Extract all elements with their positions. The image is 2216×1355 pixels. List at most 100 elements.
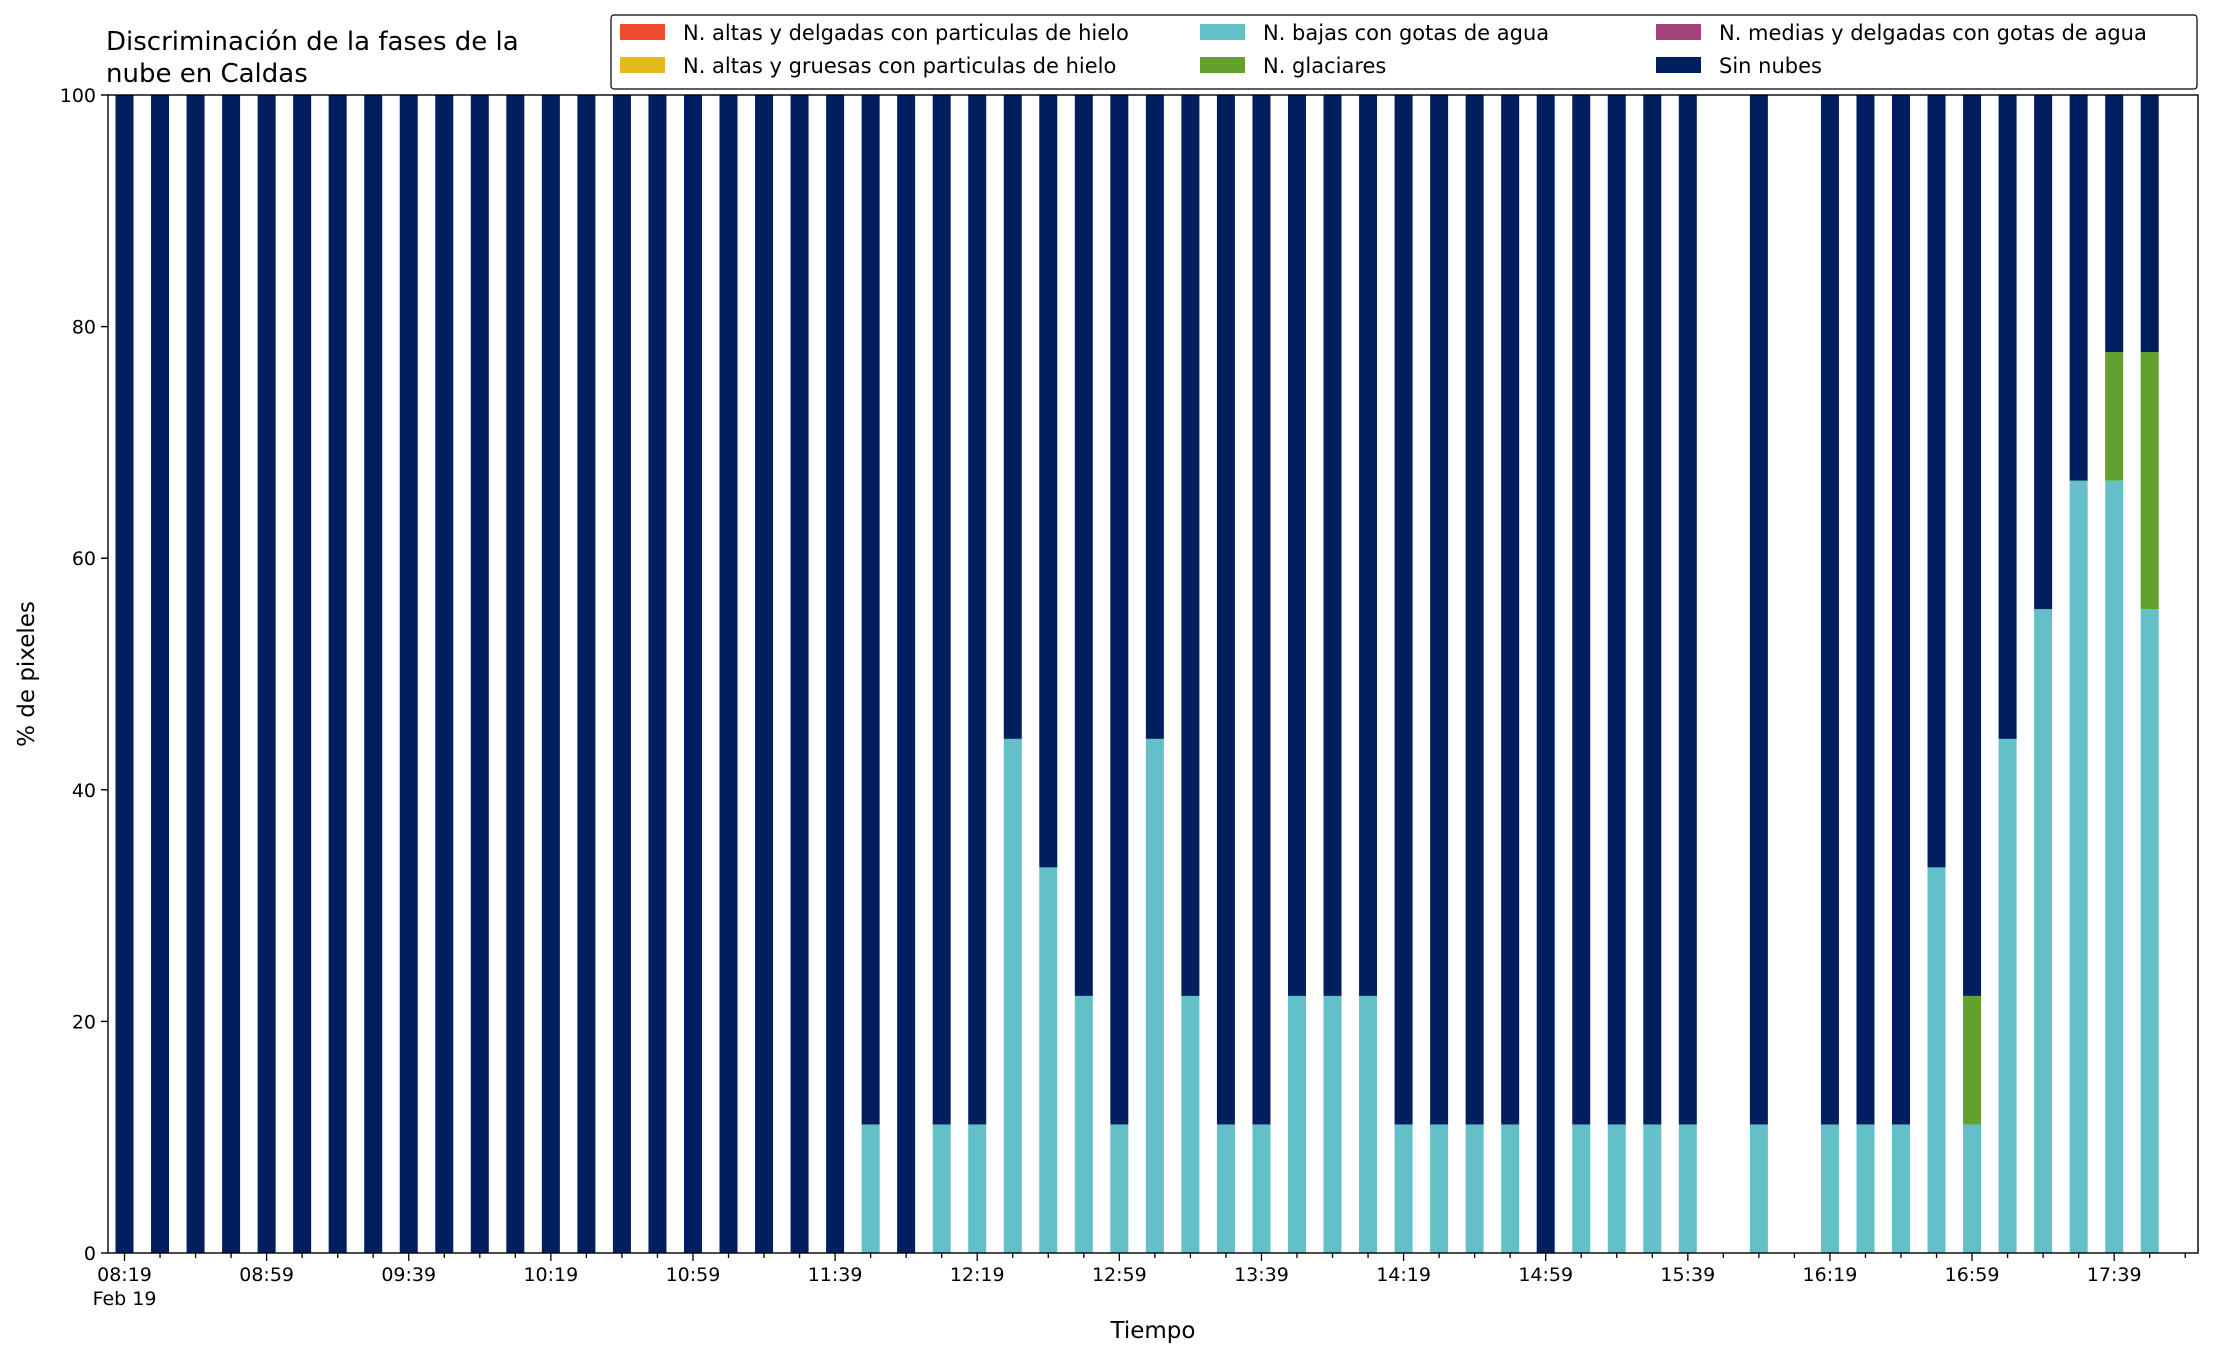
bar-segment-5-44 — [1678, 95, 1697, 1125]
x-tick-label: 16:59 — [1945, 1264, 2000, 1286]
bar-segment-5-13 — [577, 95, 596, 1253]
bar-segment-5-38 — [1465, 95, 1484, 1125]
legend-label: N. medias y delgadas con gotas de agua — [1719, 21, 2147, 45]
x-axis-label: Tiempo — [1110, 1318, 1196, 1344]
bar-segment-5-39 — [1501, 95, 1520, 1125]
bar-segment-5-53 — [1998, 95, 2017, 739]
y-tick-label: 0 — [84, 1243, 96, 1265]
bar-segment-2-25 — [1003, 738, 1022, 1253]
chart-title-line: nube en Caldas — [106, 59, 308, 89]
x-tick-label: 12:59 — [1092, 1264, 1147, 1286]
bar-segment-5-20 — [826, 95, 845, 1253]
x-tick-label: 10:59 — [666, 1264, 721, 1286]
x-tick-label: 15:39 — [1660, 1264, 1715, 1286]
bar-segment-5-43 — [1643, 95, 1662, 1125]
bar-segment-2-43 — [1643, 1124, 1662, 1253]
x-date-label: Feb 19 — [93, 1288, 157, 1310]
bar-segment-2-24 — [968, 1124, 987, 1253]
bar-segment-5-48 — [1820, 95, 1839, 1125]
legend-swatch — [1200, 24, 1245, 40]
bar-segment-2-35 — [1359, 995, 1378, 1253]
legend-swatch — [1656, 24, 1701, 40]
y-tick-label: 80 — [72, 317, 96, 339]
bar-segment-2-56 — [2105, 480, 2124, 1253]
bar-segment-5-57 — [2140, 95, 2159, 353]
bar-segment-2-26 — [1039, 867, 1058, 1253]
bar-segment-5-26 — [1039, 95, 1058, 868]
bar-segment-5-21 — [861, 95, 880, 1125]
bar-segment-2-55 — [2069, 480, 2088, 1253]
bar-segment-5-30 — [1181, 95, 1200, 996]
y-tick-label: 20 — [72, 1011, 96, 1033]
bar-segment-2-32 — [1252, 1124, 1271, 1253]
legend-swatch — [1200, 57, 1245, 73]
y-tick-label: 40 — [72, 780, 96, 802]
bar-segment-2-54 — [2034, 609, 2053, 1253]
x-tick-label: 13:39 — [1234, 1264, 1289, 1286]
x-tick-label: 10:19 — [523, 1264, 578, 1286]
bar-segment-2-53 — [1998, 738, 2017, 1253]
bar-segment-2-38 — [1465, 1124, 1484, 1253]
bar-segment-5-23 — [932, 95, 951, 1125]
x-tick-label: 08:19 — [97, 1264, 152, 1286]
bar-segment-5-19 — [790, 95, 809, 1253]
bar-segment-3-52 — [1963, 995, 1982, 1125]
bar-segment-2-34 — [1323, 995, 1342, 1253]
bar-segment-5-22 — [897, 95, 916, 1253]
bar-segment-5-51 — [1927, 95, 1946, 868]
bar-segment-5-52 — [1963, 95, 1982, 996]
bar-segment-2-30 — [1181, 995, 1200, 1253]
bar-segment-5-36 — [1394, 95, 1413, 1125]
bar-segment-5-24 — [968, 95, 987, 1125]
bar-segment-5-41 — [1572, 95, 1591, 1125]
bar-segment-5-8 — [399, 95, 418, 1253]
bar-segment-2-49 — [1856, 1124, 1875, 1253]
bar-segment-2-23 — [932, 1124, 951, 1253]
bar-segment-5-31 — [1216, 95, 1235, 1125]
bar-segment-5-55 — [2069, 95, 2088, 481]
bar-segment-2-42 — [1607, 1124, 1626, 1253]
bar-segment-2-48 — [1820, 1124, 1839, 1253]
legend-label: Sin nubes — [1719, 54, 1822, 78]
bar-segment-5-10 — [470, 95, 489, 1253]
x-tick-label: 09:39 — [381, 1264, 436, 1286]
bar-segment-5-42 — [1607, 95, 1626, 1125]
bar-segment-2-52 — [1963, 1124, 1982, 1253]
bar-segment-5-33 — [1287, 95, 1306, 996]
bar-segment-5-18 — [755, 95, 774, 1253]
x-tick-label: 14:59 — [1518, 1264, 1573, 1286]
bar-segment-2-39 — [1501, 1124, 1520, 1253]
bar-segment-2-28 — [1110, 1124, 1129, 1253]
x-tick-label: 16:19 — [1803, 1264, 1858, 1286]
legend: N. altas y delgadas con particulas de hi… — [610, 14, 2198, 90]
bar-segment-5-7 — [364, 95, 383, 1253]
bar-segment-5-2 — [186, 95, 205, 1253]
legend-swatch — [1656, 57, 1701, 73]
bar-segment-5-0 — [115, 95, 134, 1253]
bar-segment-5-40 — [1536, 95, 1555, 1253]
bar-segment-5-6 — [328, 95, 347, 1253]
x-tick-label: 17:39 — [2087, 1264, 2142, 1286]
bar-segment-5-50 — [1892, 95, 1910, 1125]
legend-box — [610, 14, 2198, 90]
y-tick-label: 60 — [72, 548, 96, 570]
bar-segment-5-46 — [1749, 95, 1768, 1125]
bar-segment-5-14 — [612, 95, 631, 1253]
bar-segment-2-31 — [1216, 1124, 1235, 1253]
bar-segment-5-15 — [648, 95, 667, 1253]
bars-layer — [115, 95, 2159, 1253]
legend-label: N. altas y gruesas con particulas de hie… — [683, 54, 1116, 78]
bar-segment-5-5 — [293, 95, 312, 1253]
legend-swatch — [620, 57, 665, 73]
bar-segment-5-9 — [435, 95, 454, 1253]
x-tick-label: 08:59 — [239, 1264, 294, 1286]
bar-segment-2-29 — [1145, 738, 1164, 1253]
legend-label: N. bajas con gotas de agua — [1263, 21, 1549, 45]
bar-segment-5-35 — [1359, 95, 1378, 996]
bar-segment-5-12 — [541, 95, 560, 1253]
bar-segment-5-32 — [1252, 95, 1271, 1125]
bar-segment-5-27 — [1074, 95, 1093, 996]
bar-segment-5-56 — [2105, 95, 2124, 353]
